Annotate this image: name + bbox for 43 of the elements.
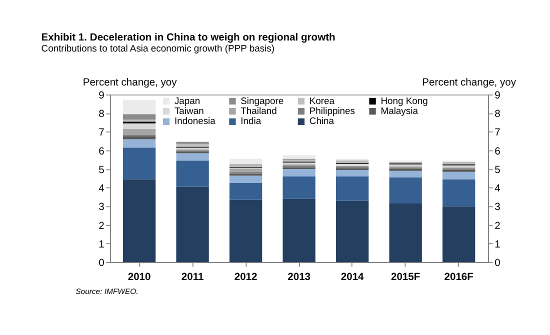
legend-label: Singapore	[240, 96, 284, 107]
y-tick-label: 9	[98, 90, 105, 102]
y-tick-label: 0	[98, 258, 105, 270]
legend-label: China	[309, 116, 335, 128]
legend-label: Hong Kong	[380, 96, 428, 107]
y-tick-label: 2	[98, 220, 105, 232]
chart-subtitle: Contributions to total Asia economic growth (PPP basis)	[41, 44, 275, 55]
y2-axis-title: Percent change, yoy	[422, 78, 517, 89]
y-tick-label: 5	[98, 164, 105, 176]
legend-label: Philippines	[309, 106, 356, 117]
x-tick-label: 2016F	[444, 272, 474, 283]
y2-tick-label: 7	[494, 128, 501, 139]
y2-tick-label: 2	[494, 220, 501, 232]
y2-tick-label: 6	[494, 146, 501, 158]
y-axis-title: Percent change, yoy	[82, 78, 178, 89]
y2-tick-label: 5	[494, 164, 501, 176]
legend-label: Japan	[174, 96, 200, 107]
legend-label: Indonesia	[174, 116, 216, 128]
y2-tick-label: 4	[494, 184, 501, 195]
y2-tick-label: 0	[494, 258, 501, 270]
legend-label: Taiwan	[174, 106, 204, 117]
legend-label: Malaysia	[380, 106, 419, 117]
y-tick-label: 3	[98, 202, 105, 214]
source-note: Source: IMFWEO.	[76, 286, 138, 296]
y-tick-label: 6	[98, 146, 105, 158]
x-tick-label: 2015F	[390, 272, 420, 283]
x-tick-label: 2014	[340, 272, 364, 283]
y-tick-label: 8	[98, 109, 105, 120]
y2-tick-label: 1	[494, 239, 501, 250]
y2-tick-label: 3	[494, 202, 501, 214]
y-tick-label: 4	[98, 184, 105, 195]
legend-label: Korea	[309, 96, 336, 107]
x-tick-label: 2011	[181, 272, 204, 283]
y2-tick-label: 9	[494, 90, 501, 102]
x-tick-label: 2013	[288, 272, 311, 283]
legend-label: India	[240, 116, 262, 128]
legend-label: Thailand	[240, 106, 277, 117]
y-tick-label: 7	[98, 128, 105, 139]
y2-tick-label: 8	[494, 109, 501, 120]
x-tick-label: 2012	[234, 272, 258, 283]
chart-title: Exhibit 1. Deceleration in China to weigh on regional growth	[41, 32, 336, 44]
y-tick-label: 1	[98, 239, 105, 250]
x-tick-label: 2010	[128, 272, 152, 283]
